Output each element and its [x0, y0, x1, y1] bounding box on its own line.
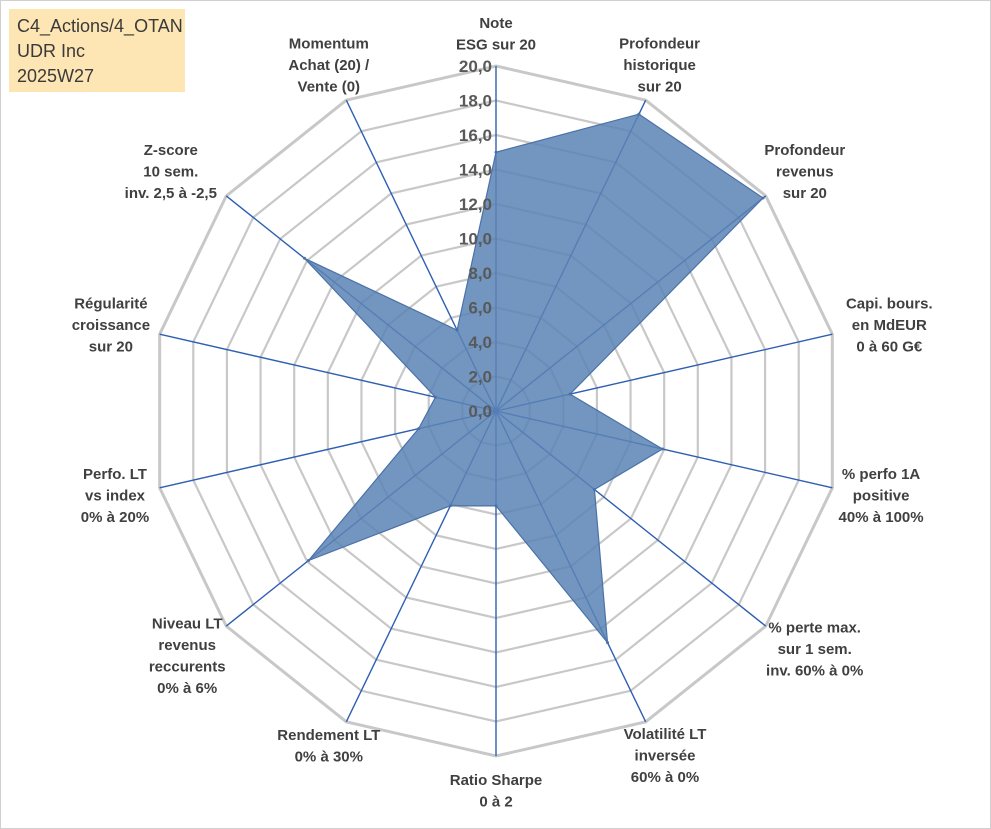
axis-label-line: Profondeur: [619, 36, 700, 53]
data-point: [302, 256, 306, 260]
axis-label: Volatilité LT inversée 60% à 0%: [624, 726, 707, 786]
data-point: [494, 150, 498, 154]
axis-label-line: 0 à 60 G€: [856, 339, 923, 356]
axis-label: % perte max. sur 1 sem. inv. 60% à 0%: [766, 620, 863, 680]
axis-label: Régularité croissance sur 20: [72, 296, 150, 356]
data-point: [592, 488, 596, 492]
tick-label: 16,0: [459, 126, 492, 145]
data-point: [433, 395, 437, 399]
axis-label: Note ESG sur 20: [456, 15, 536, 54]
tick-layer: 0,0 2,0 4,0 6,0 8,0 10,0 12,0 14,0 16,0 18,0 20,0: [459, 57, 492, 421]
axis-label-line: Momentum: [289, 36, 369, 53]
axis-label-line: inversée: [635, 748, 696, 765]
axis-label-line: % perfo 1A: [842, 466, 921, 483]
axis-label-line: vs index: [85, 488, 146, 505]
tick-label: 10,0: [459, 230, 492, 249]
axis-label-line: 10 sem.: [143, 163, 198, 180]
axis-label-line: 0% à 6%: [157, 680, 217, 697]
axis-label-line: inv. 2,5 à -2,5: [125, 185, 217, 202]
tick-label: 20,0: [459, 57, 492, 76]
data-point: [448, 504, 452, 508]
data-point: [606, 641, 610, 645]
axis-label-line: Achat (20) /: [288, 57, 370, 74]
axis-label-line: Note: [479, 15, 512, 32]
axis-label: Niveau LT revenus reccurents 0% à 6%: [149, 616, 226, 698]
axis-label-line: Profondeur: [764, 142, 845, 159]
axis-label-line: Niveau LT: [152, 616, 223, 633]
axis-label: Z-score 10 sem. inv. 2,5 à -2,5: [125, 142, 217, 202]
axis-label-line: 0% à 20%: [81, 509, 149, 526]
axis-label-line: sur 1 sem.: [778, 641, 852, 658]
axis-label-line: Capi. bours.: [846, 296, 933, 313]
data-point: [637, 112, 641, 116]
axis-label-line: croissance: [72, 317, 150, 334]
series-layer: [302, 112, 765, 645]
data-point: [455, 328, 459, 332]
tick-label: 6,0: [468, 299, 492, 318]
axis-label-line: inv. 60% à 0%: [766, 663, 863, 680]
tick-label: 12,0: [459, 195, 492, 214]
axis-label-line: historique: [623, 57, 696, 74]
info-box: C4_Actions/4_OTAN UDR Inc 2025W27: [9, 9, 185, 92]
info-line-company: UDR Inc: [17, 41, 86, 61]
axis-label: Profondeur revenus sur 20: [764, 142, 845, 202]
axis-label-line: Vente (0): [298, 79, 361, 96]
info-line-week: 2025W27: [17, 66, 95, 86]
data-point: [307, 559, 311, 562]
axis-label-line: sur 20: [783, 185, 827, 202]
tick-label: 14,0: [459, 161, 492, 180]
axis-label-line: positive: [853, 488, 910, 505]
axis-label: Profondeur historique sur 20: [619, 36, 700, 96]
axis-label-line: Ratio Sharpe: [450, 772, 543, 789]
tick-label: 2,0: [468, 368, 492, 387]
axis-label-line: Rendement LT: [277, 727, 380, 744]
axis-label-line: 60% à 0%: [631, 769, 699, 786]
axis-label-line: reccurents: [149, 659, 226, 676]
data-point: [417, 427, 421, 431]
axis-label: Capi. bours. en MdEUR 0 à 60 G€: [846, 296, 933, 356]
axis-label-line: revenus: [158, 637, 216, 654]
axis-label: Momentum Achat (20) / Vente (0): [288, 36, 370, 96]
axis-label-line: Régularité: [74, 296, 147, 313]
axis-label-line: Perfo. LT: [83, 466, 147, 483]
series-area: [304, 113, 764, 645]
tick-label: 18,0: [459, 92, 492, 111]
axis-label-line: sur 20: [89, 339, 133, 356]
axis-label: Ratio Sharpe 0 à 2: [450, 772, 543, 811]
axis-label-line: en MdEUR: [852, 317, 927, 334]
tick-label: 4,0: [468, 333, 492, 352]
info-line-portfolio: C4_Actions/4_OTAN: [17, 16, 183, 36]
axis-label-line: 40% à 100%: [839, 509, 924, 526]
tick-label: 8,0: [468, 264, 492, 283]
axis-label: % perfo 1A positive 40% à 100%: [839, 466, 924, 526]
data-point: [568, 392, 572, 396]
axis-label-line: Volatilité LT: [624, 726, 707, 743]
axis-label-line: revenus: [776, 163, 834, 180]
axis-label: Rendement LT 0% à 30%: [277, 727, 380, 766]
axis-label-line: ESG sur 20: [456, 37, 536, 54]
axis-label-line: 0% à 30%: [295, 749, 363, 766]
data-point: [494, 504, 498, 508]
axis-label-line: sur 20: [637, 79, 681, 96]
axis-label-layer: Note ESG sur 20 Profondeur historique sur 20…: [72, 15, 933, 811]
axis-label-line: % perte max.: [768, 620, 861, 637]
data-point: [761, 196, 765, 200]
data-point: [660, 447, 664, 451]
axis-label-line: 0 à 2: [479, 794, 512, 811]
tick-label: 0,0: [468, 402, 492, 421]
axis-label-line: Z-score: [144, 142, 198, 159]
axis-label: Perfo. LT vs index 0% à 20%: [81, 466, 149, 526]
